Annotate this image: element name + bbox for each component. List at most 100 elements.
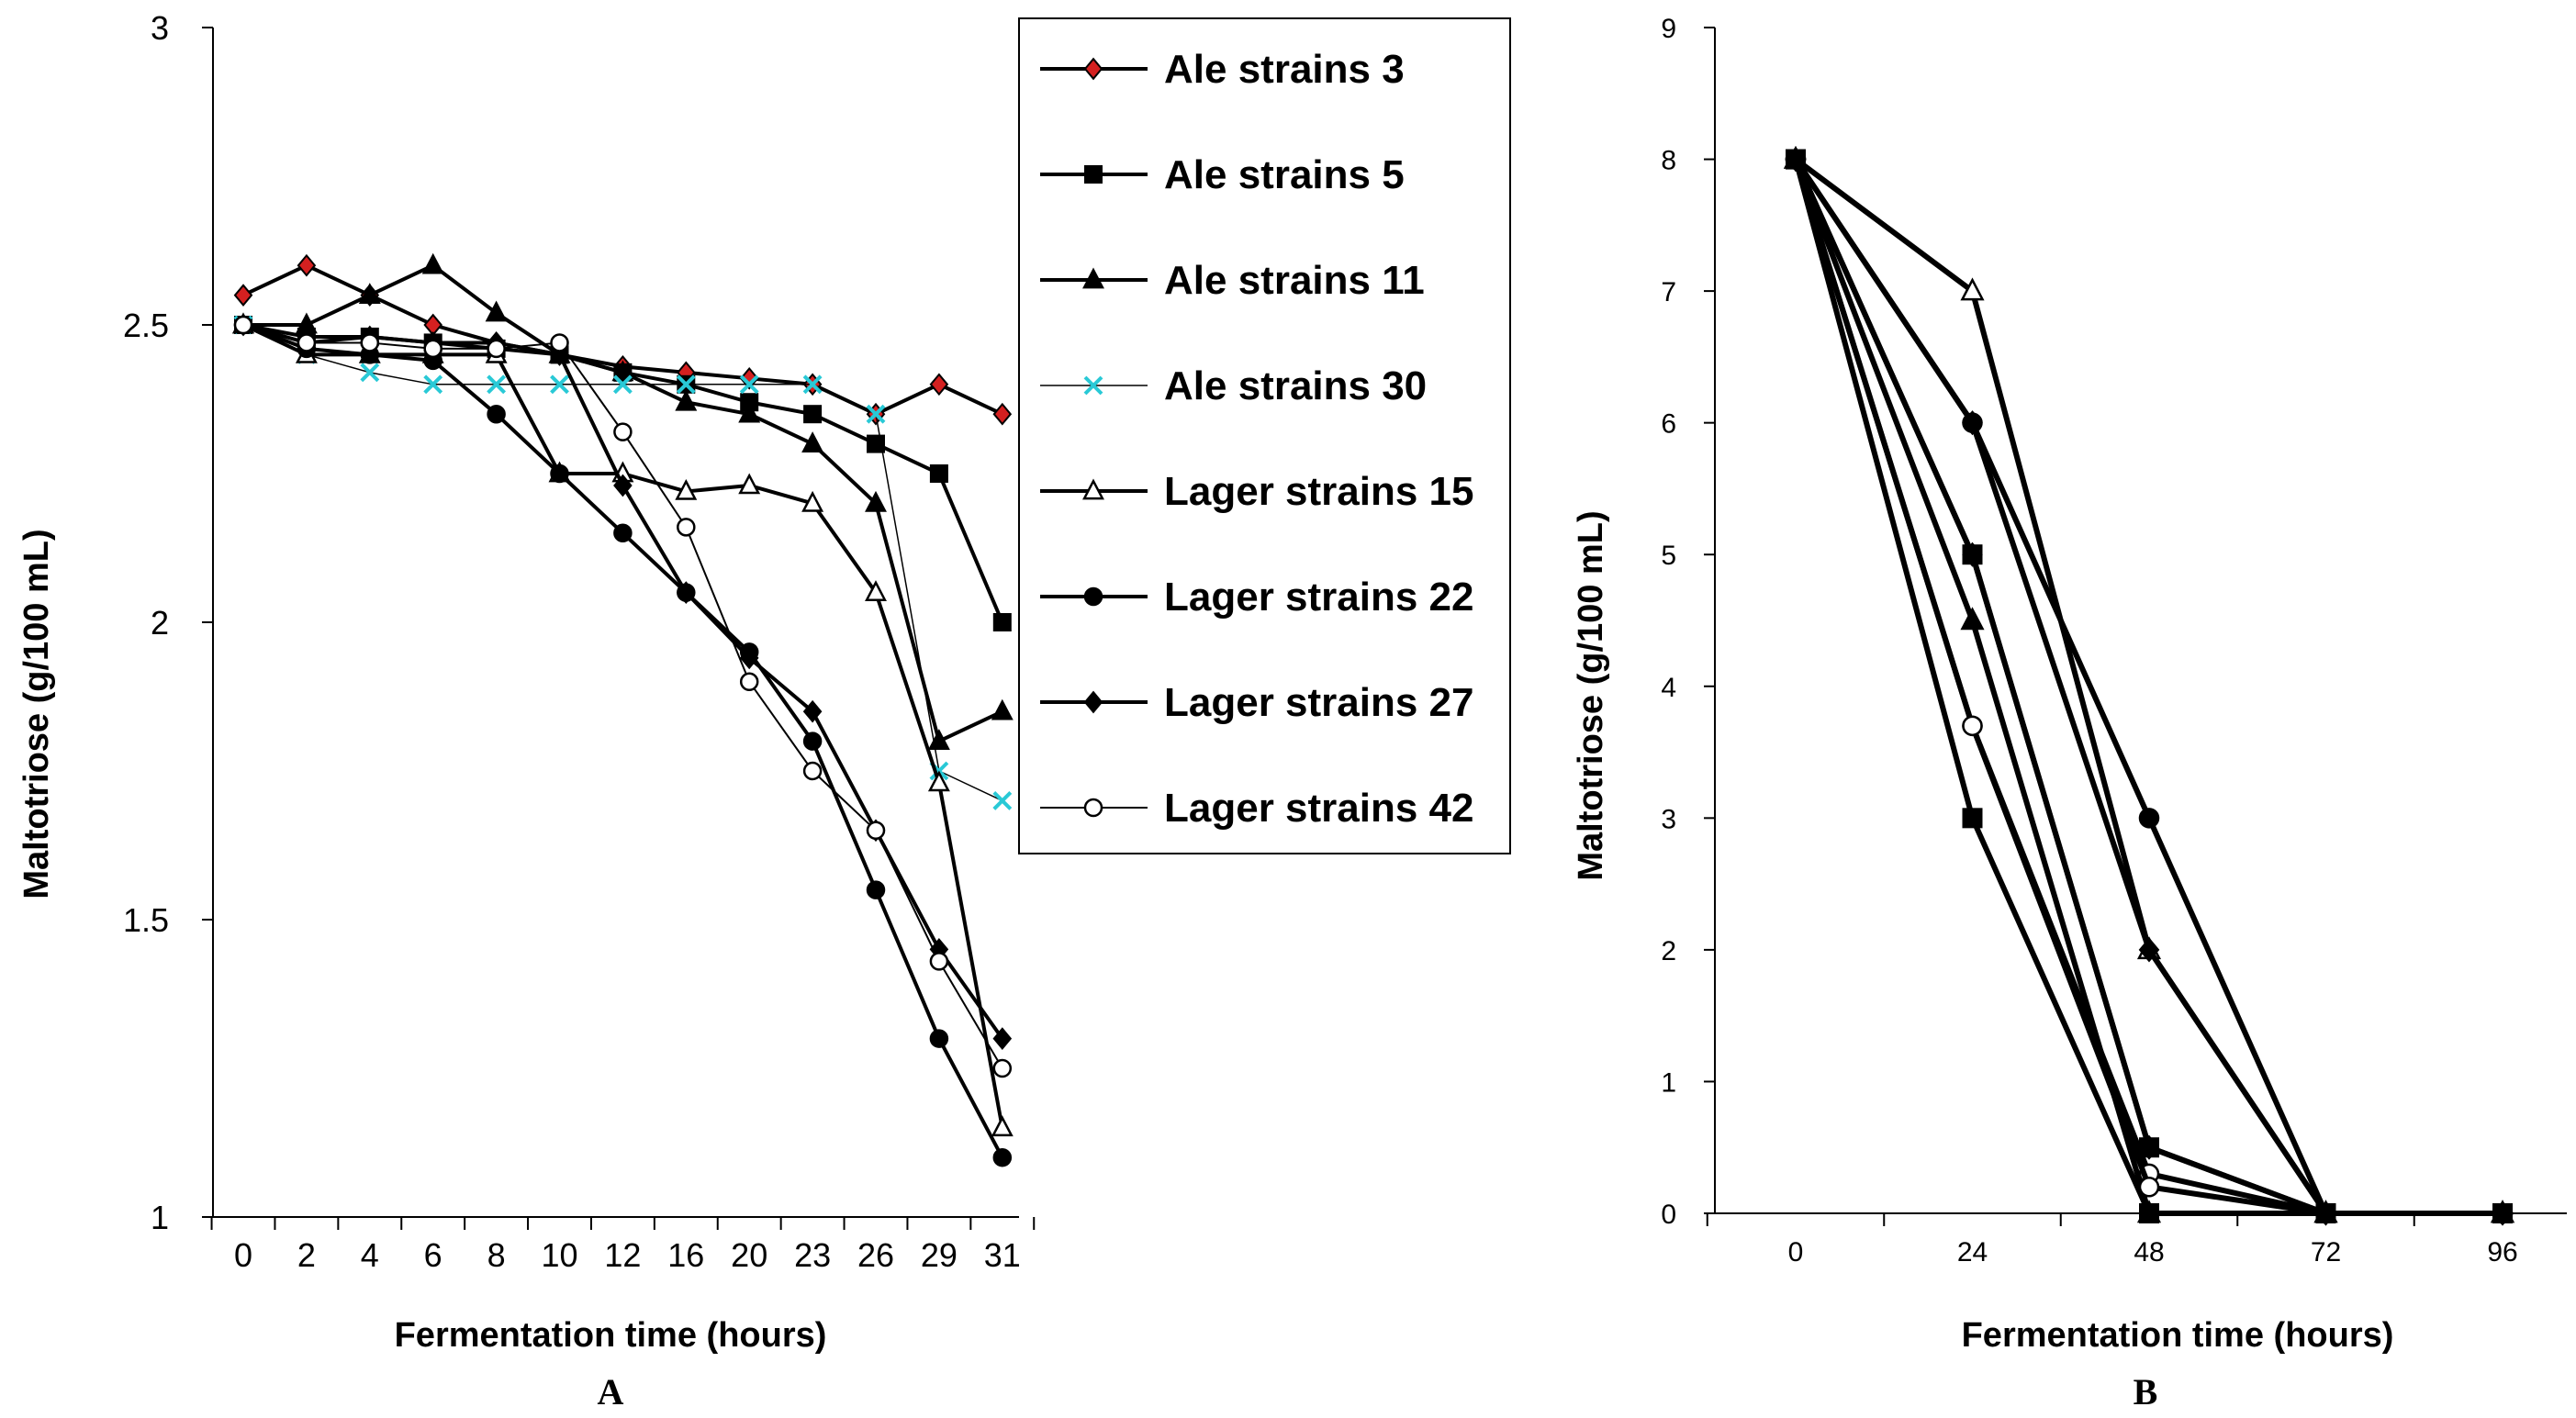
chart-b-point-lager-strains-27 bbox=[2138, 937, 2160, 963]
chart-a-point-ale-strains-30 bbox=[487, 374, 507, 395]
chart-a-point-ale-strains-30 bbox=[423, 374, 443, 395]
legend-swatch-marker bbox=[1082, 478, 1104, 500]
legend-swatch-marker bbox=[1083, 375, 1103, 396]
chart-a-point-lager-strains-42 bbox=[677, 518, 696, 537]
chart-b-y-tick-label: 2 bbox=[1661, 936, 1676, 966]
chart-a-point-lager-strains-42 bbox=[550, 333, 569, 352]
chart-a-point-ale-strains-30 bbox=[866, 404, 886, 424]
chart-b: 0 1 2 3 4 5 6 7 8 9 0 24 48 72 96 Maltotriose (g/100 m… bbox=[1572, 14, 2567, 1412]
chart-a-series-ale-strains-30 bbox=[233, 315, 1013, 810]
legend-item-lager-strains-22: Lager strains 22 bbox=[1040, 575, 1474, 620]
chart-a-x-tick-label: 6 bbox=[424, 1236, 442, 1274]
chart-a-point-ale-strains-30 bbox=[992, 790, 1013, 810]
chart-a-point-lager-strains-22 bbox=[866, 880, 886, 899]
chart-a-point-ale-strains-11 bbox=[801, 431, 824, 452]
chart-a-point-ale-strains-5 bbox=[929, 464, 948, 483]
legend-label: Lager strains 15 bbox=[1164, 469, 1474, 514]
chart-b-x-axis-label: Fermentation time (hours) bbox=[1962, 1316, 2394, 1355]
chart-a-x-tick-label: 29 bbox=[921, 1236, 958, 1274]
chart-a-point-lager-strains-22 bbox=[487, 404, 506, 424]
chart-b-series bbox=[1783, 145, 2515, 1226]
legend-label: Ale strains 11 bbox=[1164, 258, 1425, 303]
chart-a-point-lager-strains-42 bbox=[866, 821, 886, 841]
chart-a-line-ale-strains-30 bbox=[242, 324, 1003, 802]
legend-item-lager-strains-15: Lager strains 15 bbox=[1040, 469, 1474, 514]
chart-a-point-lager-strains-42 bbox=[423, 339, 442, 359]
chart-a-point-lager-strains-22 bbox=[613, 523, 633, 543]
chart-a-point-lager-strains-22 bbox=[550, 463, 569, 484]
chart-b-y-tick-label: 7 bbox=[1661, 277, 1676, 307]
chart-b-line-lager-strains-27 bbox=[1793, 157, 2503, 1216]
chart-a-point-lager-strains-27 bbox=[739, 646, 759, 670]
chart-a-point-ale-strains-11 bbox=[738, 401, 761, 423]
chart-a: 1 1.5 2 2.5 3 0 2 4 6 8 10 12 16 20 23 26 29 31 Maltotrio… bbox=[17, 9, 1511, 1412]
chart-b-point-lager-strains-42 bbox=[1962, 715, 1983, 737]
chart-a-point-ale-strains-3 bbox=[992, 402, 1013, 426]
chart-a-point-ale-strains-11 bbox=[865, 490, 887, 512]
chart-b-y-axis-label: Maltotriose (g/100 mL) bbox=[1572, 510, 1610, 880]
chart-a-x-tick-label: 2 bbox=[297, 1236, 316, 1274]
chart-a-point-lager-strains-42 bbox=[802, 761, 823, 781]
legend-swatch-marker bbox=[1083, 690, 1103, 714]
chart-b-y-tick-label: 9 bbox=[1661, 14, 1676, 44]
chart-a-x-tick-label: 8 bbox=[487, 1236, 506, 1274]
legend-item-lager-strains-42: Lager strains 42 bbox=[1040, 786, 1474, 831]
chart-a-point-lager-strains-42 bbox=[233, 315, 253, 335]
chart-b-x-tick-label: 48 bbox=[2134, 1237, 2164, 1267]
chart-a-x-tick-label: 31 bbox=[984, 1236, 1021, 1274]
chart-a-point-lager-strains-27 bbox=[613, 474, 633, 497]
chart-b-x-tick-label: 0 bbox=[1788, 1237, 1804, 1267]
chart-a-series-lager-strains-22 bbox=[233, 315, 1013, 1167]
chart-b-panel-label: B bbox=[2134, 1371, 2158, 1412]
chart-b-y-tick-label: 8 bbox=[1661, 146, 1676, 176]
chart-b-point-ale-strains-5 bbox=[1962, 544, 1983, 565]
legend-item-ale-strains-11: Ale strains 11 bbox=[1040, 258, 1425, 303]
chart-a-point-ale-strains-3 bbox=[233, 284, 253, 307]
chart-a-point-lager-strains-42 bbox=[297, 333, 317, 352]
legend-swatch-marker bbox=[1082, 267, 1104, 289]
chart-a-y-tick-label: 2.5 bbox=[123, 307, 169, 344]
legend-swatch-marker bbox=[1083, 57, 1103, 81]
chart-a-x-tick-label: 10 bbox=[541, 1236, 577, 1274]
chart-a-point-ale-strains-11 bbox=[611, 360, 634, 382]
chart-a-x-tick-label: 16 bbox=[667, 1236, 704, 1274]
chart-a-point-ale-strains-30 bbox=[360, 363, 380, 383]
chart-a-legend-box bbox=[1018, 17, 1511, 854]
chart-a-x-axis-label: Fermentation time (hours) bbox=[395, 1316, 827, 1355]
chart-a-point-lager-strains-15 bbox=[927, 770, 950, 792]
legend-label: Lager strains 22 bbox=[1164, 575, 1474, 620]
chart-a-y-tick-label: 3 bbox=[151, 9, 169, 47]
chart-a-x-tick-label: 26 bbox=[857, 1236, 894, 1274]
chart-a-legend: Ale strains 3 Ale strains 5 Ale strains 11… bbox=[1018, 17, 1511, 854]
chart-a-point-lager-strains-42 bbox=[613, 422, 633, 441]
legend-label: Ale strains 30 bbox=[1164, 363, 1427, 408]
chart-b-point-lager-strains-22 bbox=[2138, 808, 2160, 829]
chart-a-point-lager-strains-42 bbox=[992, 1058, 1013, 1078]
chart-a-point-ale-strains-30 bbox=[676, 374, 696, 395]
legend-item-ale-strains-3: Ale strains 3 bbox=[1040, 47, 1405, 92]
chart-a-point-lager-strains-22 bbox=[992, 1147, 1013, 1167]
chart-b-y-tick-label: 5 bbox=[1661, 541, 1676, 571]
chart-a-series-ale-strains-11 bbox=[232, 252, 1014, 750]
chart-b-y-tick-label: 4 bbox=[1661, 673, 1676, 703]
chart-a-point-ale-strains-30 bbox=[550, 374, 569, 395]
chart-a-point-lager-strains-42 bbox=[929, 952, 949, 971]
chart-b-y-tick-label: 0 bbox=[1661, 1200, 1676, 1230]
chart-a-axes bbox=[202, 27, 1036, 1230]
chart-a-point-lager-strains-27 bbox=[676, 581, 696, 604]
chart-a-point-ale-strains-30 bbox=[802, 374, 823, 395]
chart-b-point-lager-strains-27 bbox=[1962, 410, 1983, 436]
chart-a-point-ale-strains-30 bbox=[739, 374, 759, 395]
chart-a-x-tick-label: 23 bbox=[794, 1236, 831, 1274]
chart-b-point-ale-strains-5-low bbox=[2315, 1203, 2336, 1223]
chart-a-point-ale-strains-30 bbox=[612, 374, 633, 395]
chart-a-point-lager-strains-15 bbox=[991, 1115, 1014, 1137]
chart-b-x-tick-label: 24 bbox=[1957, 1237, 1988, 1267]
chart-a-y-axis-label: Maltotriose (g/100 mL) bbox=[17, 529, 56, 899]
chart-a-x-tick-label: 12 bbox=[604, 1236, 641, 1274]
chart-a-y-tick-label: 1 bbox=[151, 1199, 169, 1236]
legend-swatch-marker bbox=[1083, 798, 1103, 818]
chart-a-point-ale-strains-11 bbox=[485, 300, 508, 322]
legend-swatch-marker bbox=[1083, 586, 1103, 607]
